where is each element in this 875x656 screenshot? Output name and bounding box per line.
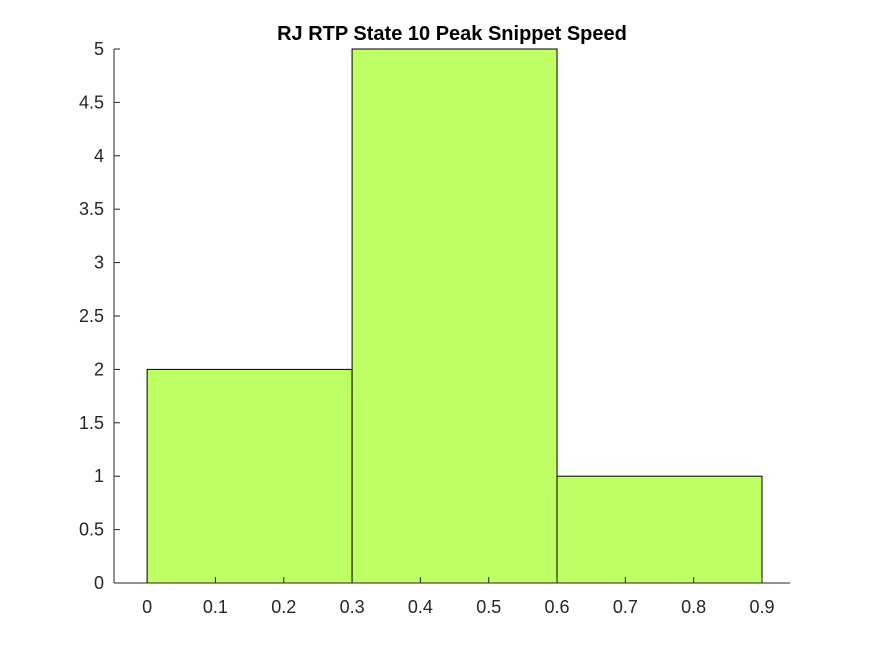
x-tick-label: 0.7: [613, 597, 638, 617]
x-tick-label: 0.9: [749, 597, 774, 617]
x-tick-label: 0.5: [476, 597, 501, 617]
y-tick-label: 3.5: [79, 199, 104, 219]
y-tick-label: 2: [94, 359, 104, 379]
x-tick-label: 0.4: [408, 597, 433, 617]
y-tick-label: 1: [94, 466, 104, 486]
x-tick-label: 0.2: [271, 597, 296, 617]
x-tick-label: 0.6: [545, 597, 570, 617]
y-tick-label: 1.5: [79, 413, 104, 433]
x-tick-label: 0.1: [203, 597, 228, 617]
x-axis: 0 0.1 0.2 0.3 0.4 0.5 0.6 0.7 0.8 0.9: [114, 577, 790, 617]
x-tick-label: 0.8: [681, 597, 706, 617]
y-tick-label: 4.5: [79, 92, 104, 112]
x-tick-label: 0: [142, 597, 152, 617]
y-tick-label: 2.5: [79, 306, 104, 326]
bars-group: [146, 48, 763, 584]
chart-title: RJ RTP State 10 Peak Snippet Speed: [277, 23, 627, 45]
y-axis: 0 0.5 1 1.5 2 2.5 3 3.5 4 4.5 5: [79, 39, 120, 593]
y-tick-label: 3: [94, 253, 104, 273]
y-tick-label: 0: [94, 573, 104, 593]
y-tick-label: 0.5: [79, 520, 104, 540]
x-tick-label: 0.3: [340, 597, 365, 617]
y-tick-label: 5: [94, 39, 104, 59]
y-tick-label: 4: [94, 146, 104, 166]
histogram-bar-1: [146, 368, 353, 584]
histogram-bar-3: [556, 475, 763, 584]
histogram-bar-2: [351, 48, 558, 584]
